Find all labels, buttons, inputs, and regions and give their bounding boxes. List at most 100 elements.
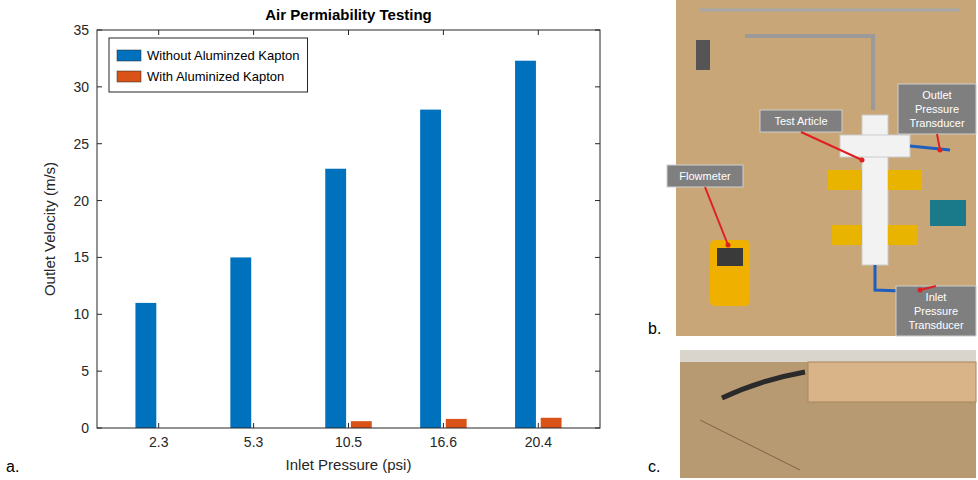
callout-arrowhead [938,148,943,153]
bar [541,418,562,428]
x-tick [443,30,444,35]
callout-arrowhead [918,288,923,293]
y-tick-label: 0 [81,420,89,436]
legend-label: Without Aluminzed Kapton [147,48,299,63]
x-tick-label: 20.4 [525,434,552,450]
bar [135,303,156,428]
y-tick [595,257,600,258]
callout-box [667,165,743,187]
mark-line [700,420,800,470]
callout-arrowhead [860,158,865,163]
bar [446,419,467,428]
callout-line: Pressure [915,103,959,115]
callout-line: Pressure [914,305,958,317]
bars [135,61,561,428]
steel-tube [745,36,873,110]
legend-swatch [117,71,141,82]
y-tick [595,200,600,201]
y-tick-label: 35 [73,22,89,38]
flowmeter-device [710,240,750,306]
bar [515,61,536,428]
y-tick [97,257,102,258]
y-tick [97,143,102,144]
callout-box [898,84,976,134]
board [930,200,966,226]
y-tick-label: 30 [73,79,89,95]
callout-line: Outlet [922,89,951,101]
bar [325,169,346,428]
x-tick-label: 16.6 [430,434,457,450]
panel-letter: a. [6,458,19,475]
y-tick [595,143,600,144]
x-tick [253,30,254,35]
y-tick-label: 25 [73,136,89,152]
callout-line: Flowmeter [679,170,731,182]
y-tick [97,371,102,372]
plywood [808,362,976,402]
callout-box [896,286,976,336]
callout-line: Transducer [908,319,964,331]
y-tick-label: 5 [81,363,89,379]
callout-box [760,110,842,132]
y-tick [97,314,102,315]
x-tick-label: 10.5 [335,434,362,450]
callout-label: Outlet Pressure Transducer [909,89,965,129]
callout-arrow [801,132,862,160]
x-tick [158,30,159,35]
callout-arrow [705,187,728,245]
photo-c-wall [680,350,976,362]
y-tick [595,86,600,87]
callout-line: Transducer [909,117,965,129]
y-tick [97,428,102,429]
panel-letter: b. [648,320,661,337]
y-tick [97,86,102,87]
callout-label: Test Article [774,115,827,127]
legend: Without Aluminzed Kapton With Aluminized … [109,38,307,92]
y-tick-label: 20 [73,193,89,209]
bar [420,110,441,428]
x-tick-label: 5.3 [244,434,264,450]
y-tick [595,30,600,31]
y-tick-label: 15 [73,249,89,265]
x-tick [158,423,159,428]
y-tick [595,428,600,429]
bar [351,421,372,428]
callout-arrowhead [726,243,731,248]
clamp [888,225,918,245]
callout-line: Inlet [926,291,947,303]
x-tick [443,423,444,428]
figure: 0 5 10 15 20 25 30 35 2.3 5.3 10.5 16.6 20.4 Air Perm… [0,0,978,480]
x-tick [348,30,349,35]
y-axis-title: Outlet Velocity (m/s) [41,162,58,296]
clamp [888,170,922,190]
tube [700,9,960,12]
y-tick-label: 10 [73,306,89,322]
panel-letter: c. [648,458,660,475]
axes-frame [97,30,600,428]
legend-label: With Aluminized Kapton [147,69,284,84]
plot-background [97,30,600,428]
y-tick [97,200,102,201]
fixture [696,40,710,70]
chart-title: Air Permiability Testing [265,6,431,23]
sample [722,372,805,398]
callout-label: Inlet Pressure Transducer [908,291,964,331]
x-axis-title: Inlet Pressure (psi) [286,456,412,473]
y-tick [97,30,102,31]
flowmeter-screen [717,248,743,266]
callout-label: Flowmeter [679,170,731,182]
y-tick [595,314,600,315]
legend-box [109,38,307,92]
legend-swatch [117,50,141,61]
x-tick [348,423,349,428]
hose [910,146,950,150]
clamp [828,170,862,190]
clamp [832,225,862,245]
bar [230,257,251,428]
x-tick [538,423,539,428]
photo-c [680,350,976,478]
callout-line: Test Article [774,115,827,127]
x-tick-label: 2.3 [149,434,169,450]
x-tick [253,423,254,428]
y-tick [595,371,600,372]
